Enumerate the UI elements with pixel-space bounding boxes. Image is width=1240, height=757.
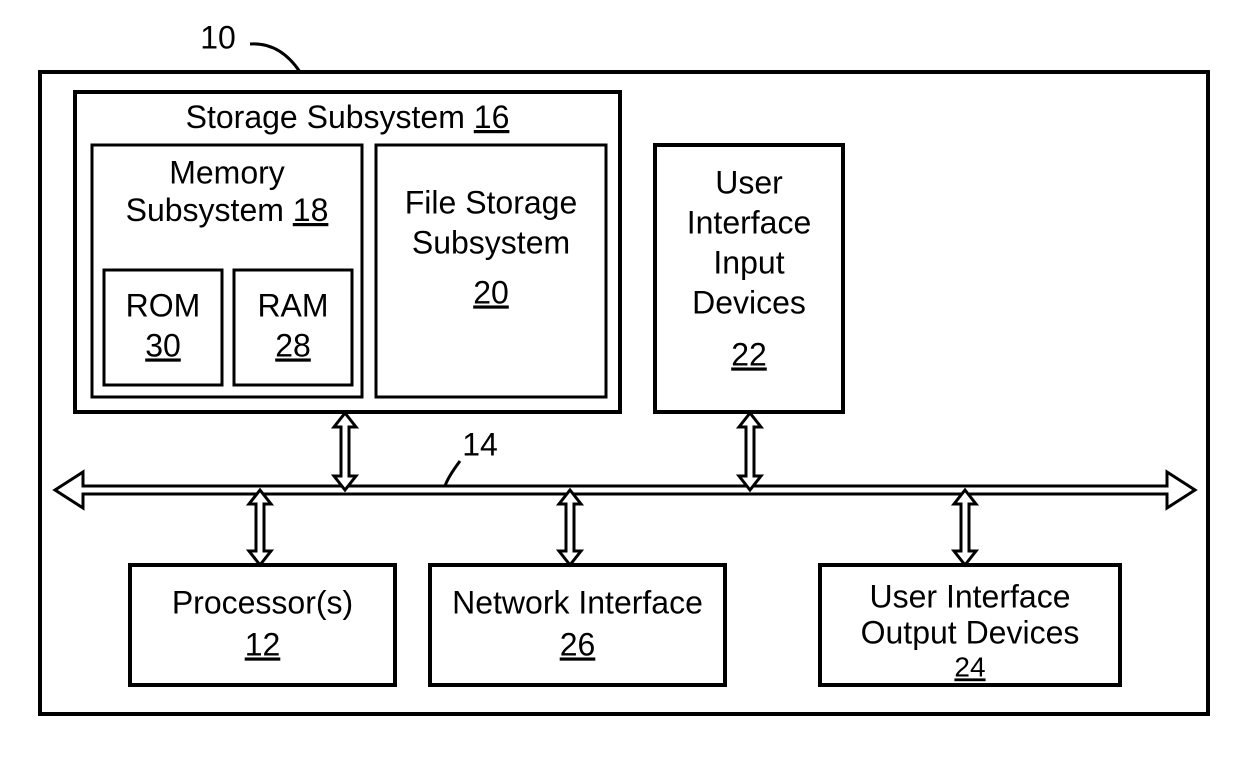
ui-output-title-1: User Interface [870, 578, 1071, 614]
bus-to-processor-arrow [249, 490, 271, 565]
ram-label: RAM [257, 287, 328, 323]
file-storage-title-1: File Storage [405, 184, 578, 220]
processor-title: Processor(s) [172, 584, 353, 620]
bus-ref-label: 14 [462, 426, 498, 462]
storage-to-bus-arrow [334, 413, 356, 490]
memory-subsystem-title-2: Subsystem 18 [126, 192, 329, 228]
bus-to-network-arrow [559, 490, 581, 565]
rom-ref: 30 [145, 327, 181, 363]
ui-input-title-2: Interface [687, 204, 812, 240]
ui-input-title-3: Input [713, 244, 784, 280]
ui-output-ref: 24 [954, 651, 985, 682]
ui-input-ref: 22 [731, 336, 767, 372]
bus-arrow [55, 472, 1195, 508]
ram-ref: 28 [275, 327, 311, 363]
network-title: Network Interface [452, 584, 703, 620]
ui-input-title-4: Devices [692, 284, 806, 320]
input-to-bus-arrow [739, 413, 761, 490]
system-ref-hook [250, 44, 300, 72]
file-storage-ref: 20 [473, 274, 509, 310]
file-storage-subsystem-box [376, 145, 606, 397]
memory-subsystem-title-1: Memory [169, 154, 285, 190]
rom-label: ROM [126, 287, 201, 323]
processor-ref: 12 [245, 626, 281, 662]
ui-input-title-1: User [715, 164, 783, 200]
network-interface-box [430, 565, 725, 685]
file-storage-title-2: Subsystem [412, 224, 570, 260]
storage-subsystem-title: Storage Subsystem 16 [186, 99, 510, 135]
network-ref: 26 [560, 626, 596, 662]
system-ref-label: 10 [200, 19, 236, 55]
bus-ref-hook [445, 461, 460, 486]
processor-box [130, 565, 395, 685]
ui-output-title-2: Output Devices [861, 614, 1080, 650]
bus-to-output-arrow [954, 490, 976, 565]
